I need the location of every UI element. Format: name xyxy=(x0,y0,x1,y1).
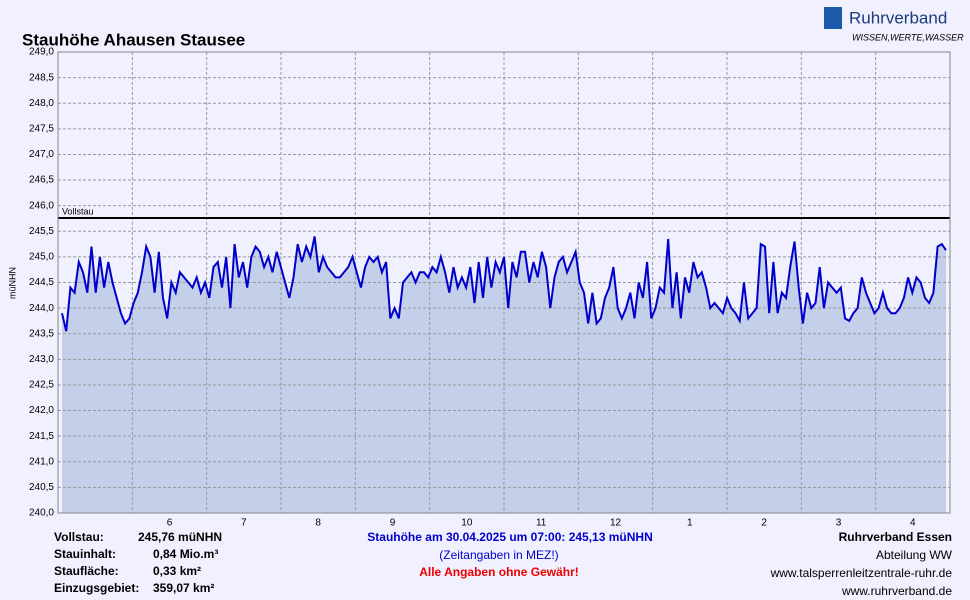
y-tick-label: 244,5 xyxy=(29,277,54,288)
timezone-note: (Zeitangaben in MEZ!) xyxy=(439,548,558,562)
y-tick-label: 246,5 xyxy=(29,175,54,186)
footer-right: www.talsperrenleitzentrale-ruhr.de xyxy=(770,566,953,580)
y-tick-label: 240,5 xyxy=(29,482,54,493)
footer-key: Staufläche: xyxy=(54,564,119,578)
y-tick-label: 244,0 xyxy=(29,303,54,314)
y-tick-label: 249,0 xyxy=(29,47,54,58)
y-tick-label: 248,0 xyxy=(29,98,54,109)
footer-key: Stauinhalt: xyxy=(54,547,116,561)
x-tick-label: 3 xyxy=(836,518,842,529)
chart-title: Stauhöhe Ahausen Stausee xyxy=(22,30,245,49)
x-tick-label: 12 xyxy=(610,518,622,529)
footer-right: Ruhrverband Essen xyxy=(839,530,952,544)
y-tick-label: 246,0 xyxy=(29,200,54,211)
x-tick-label: 11 xyxy=(536,518,547,529)
footer-key: Einzugsgebiet: xyxy=(54,581,139,595)
x-tick-label: 4 xyxy=(910,518,916,529)
x-tick-label: 8 xyxy=(315,518,321,529)
y-tick-label: 245,5 xyxy=(29,226,54,237)
y-tick-label: 243,0 xyxy=(29,354,54,365)
footer-value: 0,33 km² xyxy=(153,564,201,578)
y-axis-label: müNHN xyxy=(7,267,17,299)
current-level: Stauhöhe am 30.04.2025 um 07:00: 245,13 … xyxy=(367,530,652,544)
y-tick-label: 241,0 xyxy=(29,456,54,467)
footer-key: Vollstau: xyxy=(54,530,104,544)
y-tick-label: 245,0 xyxy=(29,252,54,263)
line xyxy=(61,236,947,332)
y-tick-label: 243,5 xyxy=(29,328,54,339)
footer-value: 0,84 Mio.m³ xyxy=(153,547,218,561)
x-tick-label: 1 xyxy=(687,518,693,529)
footer-value: 245,76 müNHN xyxy=(138,530,222,544)
y-tick-label: 241,5 xyxy=(29,431,54,442)
footer-right: Abteilung WW xyxy=(876,548,953,562)
plot-border xyxy=(57,51,951,514)
logo-name: Ruhrverband xyxy=(849,8,947,27)
disclaimer: Alle Angaben ohne Gewähr! xyxy=(419,565,579,579)
x-tick-label: 2 xyxy=(761,518,767,529)
y-tick-label: 247,0 xyxy=(29,149,54,160)
x-tick-label: 10 xyxy=(461,518,473,529)
footer-right: www.ruhrverband.de xyxy=(841,584,952,598)
x-tick-label: 7 xyxy=(241,518,247,529)
logo-icon xyxy=(824,7,842,29)
y-tick-label: 242,5 xyxy=(29,380,54,391)
reference-label: Vollstau xyxy=(62,206,94,216)
footer-value: 359,07 km² xyxy=(153,581,214,595)
x-tick-label: 9 xyxy=(390,518,396,529)
y-tick-label: 242,0 xyxy=(29,405,54,416)
x-tick-label: 6 xyxy=(167,518,173,529)
y-tick-label: 247,5 xyxy=(29,123,54,134)
y-tick-label: 248,5 xyxy=(29,72,54,83)
y-tick-label: 240,0 xyxy=(29,508,54,519)
logo-tagline: WISSEN,WERTE,WASSER xyxy=(852,32,964,42)
